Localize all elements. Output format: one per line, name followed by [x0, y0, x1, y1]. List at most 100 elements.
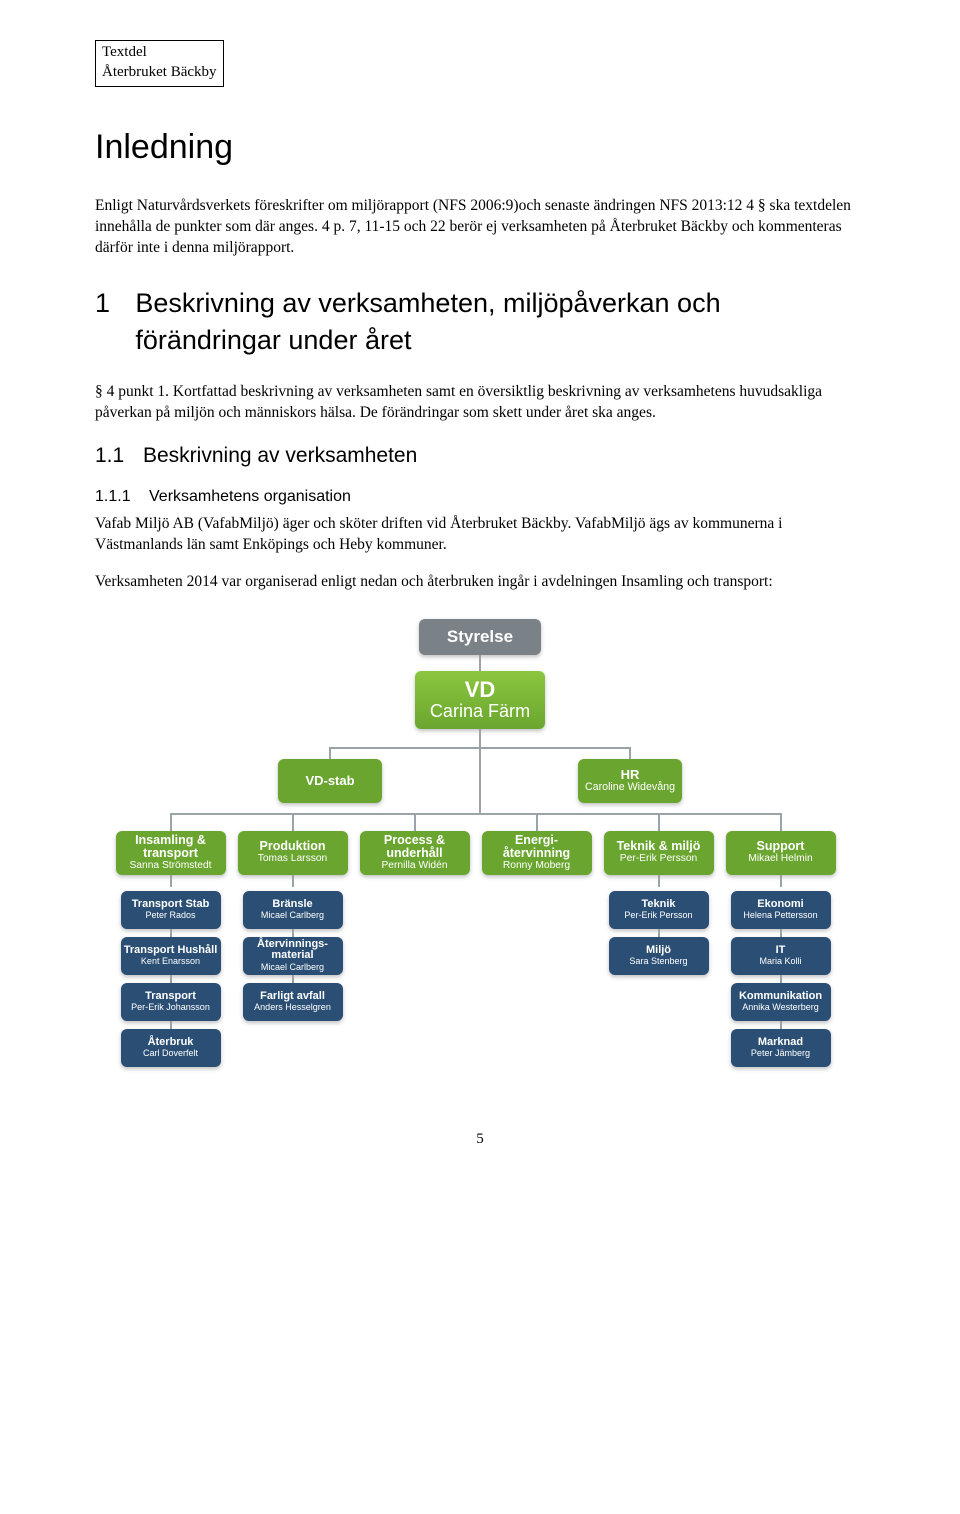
org-sub-0-0: Transport StabPeter Rados [121, 891, 221, 929]
org-sub-0-1-sub: Kent Enarsson [141, 957, 200, 966]
org-connector [292, 813, 294, 831]
org-hr-sub: Caroline Widevång [585, 782, 675, 793]
org-connector [479, 655, 481, 671]
org-sub-5-2: KommunikationAnnika Westerberg [731, 983, 831, 1021]
org-chart: Styrelse VDCarina Färm VD-stab HRCaroline W… [113, 619, 848, 1099]
org-sub-5-3: MarknadPeter Jämberg [731, 1029, 831, 1067]
org-dept-5-sub: Mikael Helmin [748, 854, 812, 865]
org-hr: HRCaroline Widevång [578, 759, 682, 803]
subsubsection-1-1-1-heading: 1.1.1 Verksamhetens organisation [95, 486, 865, 508]
org-connector [780, 975, 782, 983]
org-dept-4-title: Teknik & miljö [617, 840, 701, 853]
org-sub-1-1: Återvinnings-materialMicael Carlberg [243, 937, 343, 975]
org-sub-0-2-sub: Per-Erik Johansson [131, 1003, 210, 1012]
org-dept-5: SupportMikael Helmin [726, 831, 836, 875]
section-1-number: 1 [95, 285, 135, 321]
org-connector [170, 875, 172, 887]
org-sub-0-3-title: Återbruk [148, 1037, 194, 1049]
org-sub-5-2-title: Kommunikation [739, 991, 822, 1003]
org-connector [658, 813, 660, 831]
org-dept-1-title: Produktion [260, 840, 326, 853]
org-dept-2-sub: Pernilla Widén [381, 861, 447, 872]
org-connector [170, 1021, 172, 1029]
org-connector [780, 929, 782, 937]
org-vdstab-title: VD-stab [305, 774, 354, 788]
org-connector [171, 813, 781, 815]
doc-header-line2: Återbruket Bäckby [102, 62, 217, 82]
org-styrelse-title: Styrelse [447, 628, 513, 646]
org-connector [329, 747, 331, 759]
org-connector [479, 729, 481, 747]
org-sub-5-0-sub: Helena Pettersson [743, 911, 817, 920]
org-vd: VDCarina Färm [415, 671, 545, 729]
org-connector [292, 875, 294, 887]
org-vd-sub: Carina Färm [430, 702, 530, 721]
org-dept-0-sub: Sanna Strömstedt [129, 861, 211, 872]
intro-paragraph: Enligt Naturvårdsverkets föreskrifter om… [95, 196, 865, 259]
org-sub-1-2-sub: Anders Hesselgren [254, 1003, 331, 1012]
org-sub-4-0: TeknikPer-Erik Persson [609, 891, 709, 929]
org-vdstab: VD-stab [278, 759, 382, 803]
subsection-1-1-number: 1.1 [95, 442, 143, 470]
org-dept-1: ProduktionTomas Larsson [238, 831, 348, 875]
page-title: Inledning [95, 125, 865, 171]
org-connector [292, 975, 294, 983]
org-dept-3-sub: Ronny Moberg [503, 861, 570, 872]
org-sub-1-0-title: Bränsle [272, 899, 312, 911]
para-1-1-1-a: Vafab Miljö AB (VafabMiljö) äger och skö… [95, 514, 865, 556]
subsection-1-1-title: Beskrivning av verksamheten [143, 442, 417, 470]
org-sub-5-0: EkonomiHelena Pettersson [731, 891, 831, 929]
org-sub-1-1-title: Återvinnings-material [243, 939, 343, 962]
org-sub-5-0-title: Ekonomi [757, 899, 803, 911]
org-connector [629, 747, 631, 759]
org-dept-3-title: Energi-återvinning [482, 834, 592, 860]
org-connector [780, 875, 782, 887]
org-sub-0-1-title: Transport Hushåll [124, 945, 218, 957]
org-sub-0-2-title: Transport [145, 991, 196, 1003]
org-dept-0: Insamling & transportSanna Strömstedt [116, 831, 226, 875]
org-dept-4: Teknik & miljöPer-Erik Persson [604, 831, 714, 875]
subsubsection-1-1-1-number: 1.1.1 [95, 486, 149, 508]
org-vd-title: VD [465, 678, 496, 701]
org-dept-3: Energi-återvinningRonny Moberg [482, 831, 592, 875]
subsubsection-1-1-1-title: Verksamhetens organisation [149, 486, 351, 508]
org-sub-4-1-sub: Sara Stenberg [629, 957, 687, 966]
org-sub-0-0-sub: Peter Rados [145, 911, 195, 920]
org-dept-1-sub: Tomas Larsson [258, 854, 328, 865]
org-sub-0-2: TransportPer-Erik Johansson [121, 983, 221, 1021]
org-sub-1-1-sub: Micael Carlberg [261, 963, 324, 972]
doc-header-line1: Textdel [102, 42, 217, 62]
org-sub-1-2-title: Farligt avfall [260, 991, 325, 1003]
org-dept-2-title: Process & underhåll [360, 834, 470, 860]
org-sub-5-1-title: IT [776, 945, 786, 957]
org-connector [170, 813, 172, 831]
org-sub-1-0: BränsleMicael Carlberg [243, 891, 343, 929]
org-sub-0-3: ÅterbrukCarl Doverfelt [121, 1029, 221, 1067]
page-number: 5 [95, 1129, 865, 1149]
org-sub-5-2-sub: Annika Westerberg [742, 1003, 819, 1012]
para-1-1-1-b: Verksamheten 2014 var organiserad enligt… [95, 572, 865, 593]
org-dept-4-sub: Per-Erik Persson [620, 854, 697, 865]
org-sub-5-1-sub: Maria Kolli [759, 957, 801, 966]
org-connector [536, 813, 538, 831]
org-connector [658, 875, 660, 887]
org-sub-4-1: MiljöSara Stenberg [609, 937, 709, 975]
org-sub-1-2: Farligt avfallAnders Hesselgren [243, 983, 343, 1021]
org-connector [170, 929, 172, 937]
org-connector [292, 929, 294, 937]
subsection-1-1-heading: 1.1 Beskrivning av verksamheten [95, 442, 865, 470]
org-sub-4-1-title: Miljö [646, 945, 671, 957]
doc-header-box: Textdel Återbruket Bäckby [95, 40, 224, 87]
org-sub-4-0-title: Teknik [641, 899, 675, 911]
org-styrelse: Styrelse [419, 619, 541, 655]
org-sub-0-0-title: Transport Stab [132, 899, 210, 911]
org-connector [780, 813, 782, 831]
org-dept-5-title: Support [757, 840, 805, 853]
org-sub-5-1: ITMaria Kolli [731, 937, 831, 975]
org-sub-1-0-sub: Micael Carlberg [261, 911, 324, 920]
org-connector [414, 813, 416, 831]
org-dept-0-title: Insamling & transport [116, 834, 226, 860]
org-connector [780, 1021, 782, 1029]
org-sub-5-3-sub: Peter Jämberg [751, 1049, 810, 1058]
section-1-title: Beskrivning av verksamheten, miljöpåverk… [135, 285, 865, 358]
